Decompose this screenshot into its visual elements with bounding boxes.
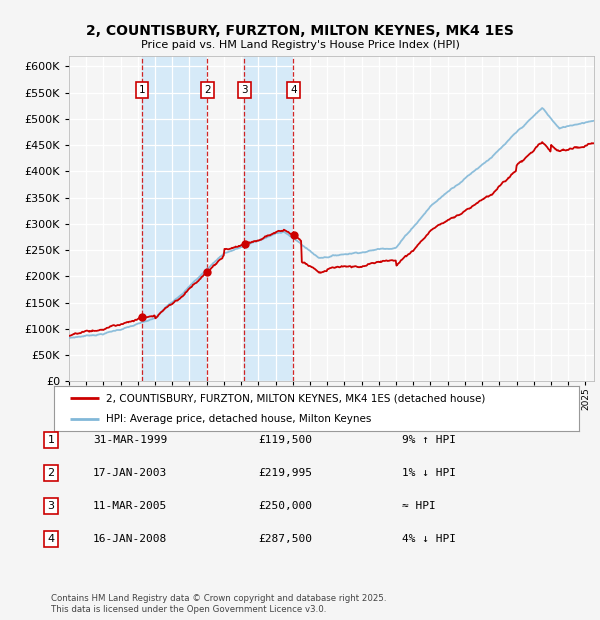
Text: 4% ↓ HPI: 4% ↓ HPI bbox=[402, 534, 456, 544]
Text: 9% ↑ HPI: 9% ↑ HPI bbox=[402, 435, 456, 445]
Text: 2, COUNTISBURY, FURZTON, MILTON KEYNES, MK4 1ES (detached house): 2, COUNTISBURY, FURZTON, MILTON KEYNES, … bbox=[107, 393, 486, 404]
Text: 2: 2 bbox=[47, 468, 55, 478]
Text: £250,000: £250,000 bbox=[258, 501, 312, 511]
Text: 3: 3 bbox=[241, 85, 248, 95]
Text: 1% ↓ HPI: 1% ↓ HPI bbox=[402, 468, 456, 478]
Text: 2: 2 bbox=[204, 85, 211, 95]
Text: £219,995: £219,995 bbox=[258, 468, 312, 478]
Text: 1: 1 bbox=[47, 435, 55, 445]
Text: Contains HM Land Registry data © Crown copyright and database right 2025.: Contains HM Land Registry data © Crown c… bbox=[51, 593, 386, 603]
Text: 16-JAN-2008: 16-JAN-2008 bbox=[93, 534, 167, 544]
Text: Price paid vs. HM Land Registry's House Price Index (HPI): Price paid vs. HM Land Registry's House … bbox=[140, 40, 460, 50]
Text: £287,500: £287,500 bbox=[258, 534, 312, 544]
Text: This data is licensed under the Open Government Licence v3.0.: This data is licensed under the Open Gov… bbox=[51, 604, 326, 614]
Text: 1: 1 bbox=[139, 85, 145, 95]
Text: 4: 4 bbox=[290, 85, 297, 95]
Text: ≈ HPI: ≈ HPI bbox=[402, 501, 436, 511]
Bar bbox=[244, 56, 293, 381]
Text: 31-MAR-1999: 31-MAR-1999 bbox=[93, 435, 167, 445]
Text: 17-JAN-2003: 17-JAN-2003 bbox=[93, 468, 167, 478]
Bar bbox=[142, 56, 208, 381]
Text: HPI: Average price, detached house, Milton Keynes: HPI: Average price, detached house, Milt… bbox=[107, 414, 372, 424]
Text: 3: 3 bbox=[47, 501, 55, 511]
Text: 2, COUNTISBURY, FURZTON, MILTON KEYNES, MK4 1ES: 2, COUNTISBURY, FURZTON, MILTON KEYNES, … bbox=[86, 24, 514, 38]
Text: 4: 4 bbox=[47, 534, 55, 544]
Text: 11-MAR-2005: 11-MAR-2005 bbox=[93, 501, 167, 511]
Text: £119,500: £119,500 bbox=[258, 435, 312, 445]
